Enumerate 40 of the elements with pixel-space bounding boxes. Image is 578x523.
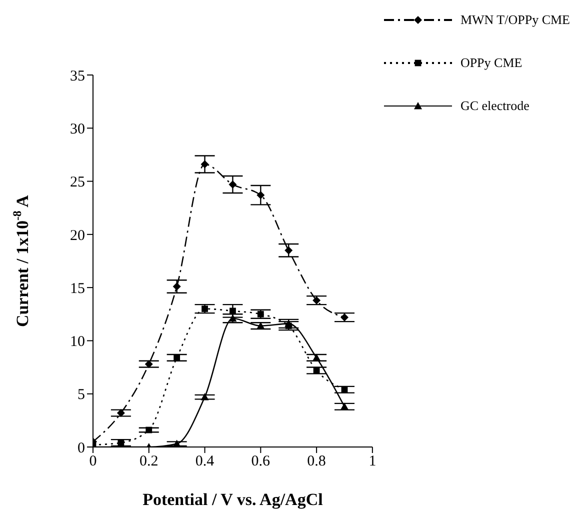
x-axis-title: Potential / V vs. Ag/AgCl <box>142 490 324 509</box>
point <box>284 246 293 254</box>
y-tick-label: 25 <box>70 174 85 191</box>
point <box>312 296 321 304</box>
y-tick-label: 35 <box>70 68 85 84</box>
point <box>172 282 181 291</box>
point <box>116 408 125 417</box>
point <box>144 360 153 368</box>
y-tick-label: 20 <box>70 228 85 244</box>
x-tick-label: 0.6 <box>251 454 271 470</box>
y-tick-label: 10 <box>70 334 85 350</box>
point <box>257 310 264 318</box>
point <box>312 354 321 361</box>
y-tick-label: 15 <box>70 280 85 297</box>
x-tick-label: 0.4 <box>195 454 215 470</box>
point <box>313 367 320 374</box>
y-tick-label: 0 <box>78 440 85 456</box>
point <box>200 393 209 400</box>
y-tick-label: 5 <box>78 387 85 404</box>
text: GC electrode <box>460 98 530 114</box>
x-tick-label: 0 <box>89 454 97 470</box>
point <box>118 440 124 446</box>
x-tick-label: 1 <box>368 454 376 470</box>
point <box>228 180 237 188</box>
point <box>256 322 265 330</box>
point <box>284 320 293 327</box>
text: MWN T/OPPy CME <box>460 12 570 28</box>
point <box>340 313 348 322</box>
point <box>341 386 348 393</box>
y-tick-label: 30 <box>70 121 85 138</box>
point <box>256 191 265 200</box>
point <box>230 308 236 314</box>
point <box>202 306 208 312</box>
x-tick-label: 0.8 <box>307 454 326 470</box>
x-tick-label: 0.2 <box>140 454 158 470</box>
text: OPPy CME <box>460 54 522 70</box>
point <box>200 160 209 168</box>
point <box>146 426 152 434</box>
point <box>340 402 348 410</box>
point <box>174 354 180 361</box>
